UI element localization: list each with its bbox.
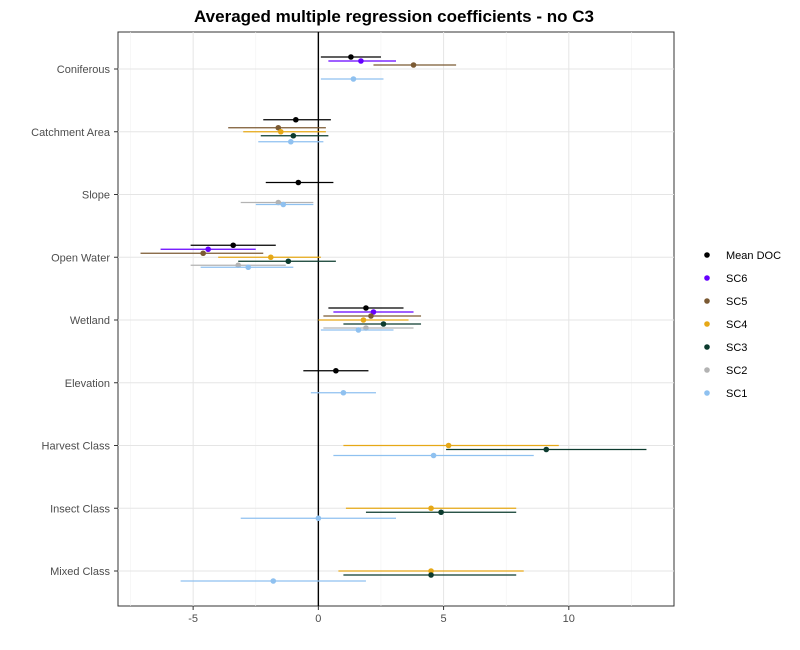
chart-title: Averaged multiple regression coefficient… xyxy=(194,7,594,26)
legend: Mean DOC SC6 SC5 SC4 SC3 SC2 SC1 xyxy=(704,250,781,400)
estimate-point xyxy=(270,578,277,584)
y-tick-label: Wetland xyxy=(70,315,110,327)
estimate-point xyxy=(295,179,302,186)
estimate-point xyxy=(290,132,297,139)
y-tick-label: Catchment Area xyxy=(31,127,111,139)
estimate-point xyxy=(410,62,417,68)
y-tick-label: Elevation xyxy=(65,378,110,390)
estimate-point xyxy=(267,254,274,261)
estimate-point xyxy=(445,442,452,449)
y-tick-label: Harvest Class xyxy=(42,441,111,453)
estimate-point xyxy=(380,321,387,327)
estimate-point xyxy=(275,124,282,131)
estimate-point xyxy=(280,201,287,208)
estimate-point xyxy=(430,452,437,459)
estimate-point xyxy=(277,128,284,135)
estimate-point xyxy=(368,313,374,319)
estimate-point xyxy=(358,58,364,64)
y-tick-label: Insect Class xyxy=(50,503,110,515)
estimate-point xyxy=(285,258,292,265)
y-tick-label: Slope xyxy=(82,190,110,202)
estimate-point xyxy=(370,309,377,315)
x-tick-label: 10 xyxy=(563,613,575,625)
estimate-point xyxy=(205,246,211,253)
series-sc4 xyxy=(218,128,559,574)
legend-label: SC6 xyxy=(726,273,747,285)
legend-label: SC1 xyxy=(726,388,747,400)
legend-key xyxy=(704,367,710,373)
legend-key xyxy=(704,252,710,258)
legend-label: SC4 xyxy=(726,319,747,331)
estimate-point xyxy=(360,317,367,323)
series-sc2 xyxy=(190,199,414,331)
series-mean-doc xyxy=(190,54,404,374)
legend-label: SC2 xyxy=(726,365,747,377)
plot-area: Coniferous Catchment Area Slope Open Water W… xyxy=(31,31,675,625)
x-tick-label: 5 xyxy=(441,613,447,625)
estimate-point xyxy=(543,446,550,453)
legend-label: Mean DOC xyxy=(726,250,781,262)
y-tick-label: Coniferous xyxy=(57,64,111,76)
series-sc6 xyxy=(160,58,414,315)
legend-key xyxy=(704,298,710,304)
legend-label: SC3 xyxy=(726,342,747,354)
series-sc3 xyxy=(238,132,647,578)
estimate-point xyxy=(348,54,354,60)
x-tick-label: 0 xyxy=(315,613,321,625)
estimate-point xyxy=(428,505,434,512)
estimate-point xyxy=(428,572,434,578)
estimate-point xyxy=(438,509,444,516)
estimate-point xyxy=(315,515,322,522)
y-tick-label: Open Water xyxy=(51,252,110,264)
estimate-point xyxy=(333,367,339,374)
series-sc1 xyxy=(180,76,534,584)
legend-key xyxy=(704,344,710,350)
estimate-point xyxy=(350,76,357,82)
estimate-point xyxy=(363,305,369,311)
series-sc5 xyxy=(140,62,457,319)
x-tick-label: -5 xyxy=(188,613,198,625)
estimate-point xyxy=(355,327,362,333)
legend-key xyxy=(704,390,710,396)
estimate-point xyxy=(230,242,237,249)
legend-label: SC5 xyxy=(726,296,747,308)
estimate-point xyxy=(245,264,252,271)
y-tick-label: Mixed Class xyxy=(50,566,110,578)
legend-key xyxy=(704,275,710,281)
plot-panel xyxy=(117,31,675,607)
estimate-point xyxy=(200,250,206,257)
estimate-point xyxy=(293,116,299,123)
estimate-point xyxy=(340,389,347,396)
legend-key xyxy=(704,321,710,327)
estimate-point xyxy=(428,568,434,574)
estimate-point xyxy=(288,138,294,145)
